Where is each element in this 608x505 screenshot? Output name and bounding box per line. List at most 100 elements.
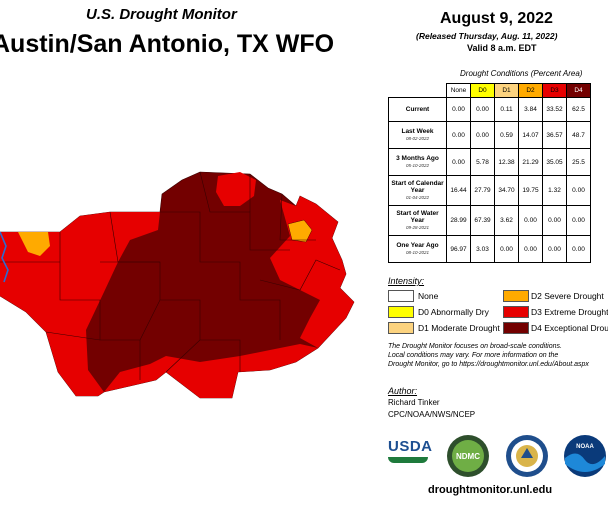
- note-line: Drought Monitor, go to https://droughtmo…: [388, 361, 589, 368]
- legend-label-none: None: [418, 291, 439, 301]
- valid-time: Valid 8 a.m. EDT: [467, 43, 537, 53]
- river-line: [0, 231, 9, 283]
- cell: 0.00: [470, 97, 495, 122]
- release-date: (Released Thursday, Aug. 11, 2022): [416, 31, 558, 41]
- cell: 3.62: [494, 205, 519, 236]
- map-region-d2-west: [18, 232, 50, 256]
- cell: 0.00: [470, 121, 495, 149]
- usda-logo: USDA: [388, 438, 432, 472]
- map-region-d3-south: [104, 344, 318, 398]
- cell: 0.00: [446, 97, 471, 122]
- map-region-d3-north: [216, 172, 256, 206]
- cell: 28.99: [446, 205, 471, 236]
- cell: 14.07: [518, 121, 543, 149]
- cell: 0.59: [494, 121, 519, 149]
- cell: 0.00: [542, 235, 567, 263]
- legend-swatch-none: [388, 290, 414, 302]
- map-region-d3-west: [0, 212, 160, 396]
- conditions-title: Drought Conditions (Percent Area): [460, 69, 583, 78]
- cell: 19.75: [518, 175, 543, 206]
- row-label: 3 Months Ago: [396, 155, 439, 162]
- cell: 48.7: [566, 121, 591, 149]
- col-d3: D3: [542, 83, 567, 98]
- row-sublabel: 01-04-2022: [405, 195, 430, 200]
- legend-swatch-d3: [503, 306, 529, 318]
- table-row: Start of Water Year 09-28-2021 28.99 67.3…: [388, 205, 591, 236]
- col-d0: D0: [470, 83, 495, 98]
- drought-map: [0, 171, 355, 399]
- legend-label-d1: D1 Moderate Drought: [418, 323, 500, 333]
- cell: 67.39: [470, 205, 495, 236]
- cell: 0.00: [518, 235, 543, 263]
- cell: 25.5: [566, 148, 591, 176]
- cell: 0.00: [518, 205, 543, 236]
- product-title: U.S. Drought Monitor: [86, 6, 237, 23]
- cell: 5.78: [470, 148, 495, 176]
- cell: 0.00: [446, 148, 471, 176]
- table-row: Current 0.00 0.00 0.11 3.84 33.52 62.5: [388, 97, 591, 122]
- row-sublabel: 08-02-2022: [405, 136, 430, 141]
- map-region-d2-east: [287, 219, 313, 243]
- cell: 21.29: [518, 148, 543, 176]
- county-lines: [0, 171, 341, 380]
- row-sublabel: 09-28-2021: [405, 225, 430, 230]
- noaa-logo: NOAA: [564, 435, 606, 477]
- cell: 0.00: [566, 205, 591, 236]
- col-d4: D4: [566, 83, 591, 98]
- cell: 3.03: [470, 235, 495, 263]
- col-none: None: [446, 83, 471, 98]
- row-label: Current: [405, 106, 430, 113]
- cell: 96.97: [446, 235, 471, 263]
- cell: 33.52: [542, 97, 567, 122]
- ndmc-logo-text: NDMC: [456, 452, 480, 461]
- cell: 0.00: [494, 235, 519, 263]
- legend-label-d2: D2 Severe Drought: [531, 291, 604, 301]
- col-d1: D1: [494, 83, 519, 98]
- region-title: Austin/San Antonio, TX WFO: [0, 30, 335, 58]
- row-label: Start of Water Year: [396, 210, 439, 224]
- note-line: The Drought Monitor focuses on broad-sca…: [388, 343, 562, 350]
- cell: 34.70: [494, 175, 519, 206]
- map-date: August 9, 2022: [440, 10, 553, 27]
- cell: 0.00: [566, 175, 591, 206]
- legend-swatch-d0: [388, 306, 414, 318]
- cell: 0.11: [494, 97, 519, 122]
- cell: 3.84: [518, 97, 543, 122]
- table-row: Last Week 08-02-2022 0.00 0.00 0.59 14.07…: [388, 121, 591, 149]
- cell: 35.05: [542, 148, 567, 176]
- row-label: Start of Calendar Year: [391, 180, 444, 194]
- legend-title: Intensity:: [388, 276, 425, 286]
- cell: 27.79: [470, 175, 495, 206]
- row-label: Last Week: [401, 128, 434, 135]
- cell: 0.00: [566, 235, 591, 263]
- note-line: Local conditions may vary. For more info…: [388, 352, 559, 359]
- table-row: 3 Months Ago 05-10-2022 0.00 5.78 12.38 2…: [388, 148, 591, 176]
- ndmc-logo: NDMC: [447, 435, 489, 477]
- legend-label-d4: D4 Exceptional Drought: [531, 323, 608, 333]
- cell: 36.57: [542, 121, 567, 149]
- cell: 0.00: [542, 205, 567, 236]
- row-label: One Year Ago: [396, 242, 439, 249]
- legend-swatch-d4: [503, 322, 529, 334]
- legend-label-d3: D3 Extreme Drought: [531, 307, 608, 317]
- table-row: Start of Calendar Year 01-04-2022 16.44 2…: [388, 175, 591, 206]
- cell: 16.44: [446, 175, 471, 206]
- author-org: CPC/NOAA/NWS/NCEP: [388, 410, 476, 419]
- author-name: Richard Tinker: [388, 398, 440, 407]
- col-d2: D2: [518, 83, 543, 98]
- site-link[interactable]: droughtmonitor.unl.edu: [428, 484, 553, 496]
- cell: 62.5: [566, 97, 591, 122]
- legend-swatch-d1: [388, 322, 414, 334]
- conditions-table: None D0 D1 D2 D3 D4 Current 0.00 0.00 0.…: [388, 83, 591, 263]
- table-row: One Year Ago 08-10-2021 96.97 3.03 0.00 0…: [388, 235, 591, 263]
- author-label: Author:: [388, 386, 418, 396]
- legend-label-d0: D0 Abnormally Dry: [418, 307, 489, 317]
- cell: 12.38: [494, 148, 519, 176]
- noaa-logo-text: NOAA: [576, 444, 594, 450]
- legend-swatch-d2: [503, 290, 529, 302]
- cell: 1.32: [542, 175, 567, 206]
- disclaimer-note: The Drought Monitor focuses on broad-sca…: [388, 342, 608, 369]
- cell: 0.00: [446, 121, 471, 149]
- row-sublabel: 05-10-2022: [405, 163, 430, 168]
- row-sublabel: 08-10-2021: [405, 250, 430, 255]
